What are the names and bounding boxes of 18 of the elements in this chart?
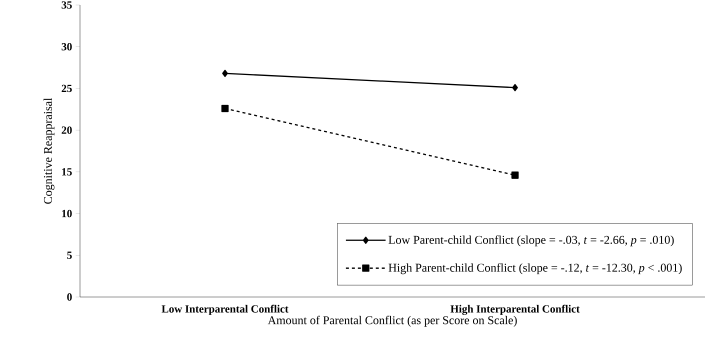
legend-label: High Parent-child Conflict (slope = -.12, t = -12.30, p < .001) xyxy=(388,263,682,274)
y-tick-label: 20 xyxy=(62,126,72,134)
y-tick-label: 25 xyxy=(62,84,72,92)
y-tick-label: 35 xyxy=(62,1,72,9)
y-tick-label: 0 xyxy=(67,293,72,301)
x-tick-label: High Interparental Conflict xyxy=(450,304,580,315)
point xyxy=(511,172,519,179)
legend-label: Low Parent-child Conflict (slope = -.03, t = -2.66, p = .010) xyxy=(388,235,674,246)
y-tick-label: 15 xyxy=(62,168,72,176)
y-tick-label: 10 xyxy=(62,210,72,218)
y-axis-title: Cognitive Reappraisal xyxy=(44,98,54,204)
y-tick-label: 30 xyxy=(62,43,72,50)
x-axis-title: Amount of Parental Conflict (as per Score on Scale) xyxy=(268,316,517,327)
x-tick-label: Low Interparental Conflict xyxy=(162,304,288,315)
y-tick-label: 5 xyxy=(67,252,72,259)
point xyxy=(221,104,229,112)
point xyxy=(512,84,518,92)
point xyxy=(222,70,228,78)
